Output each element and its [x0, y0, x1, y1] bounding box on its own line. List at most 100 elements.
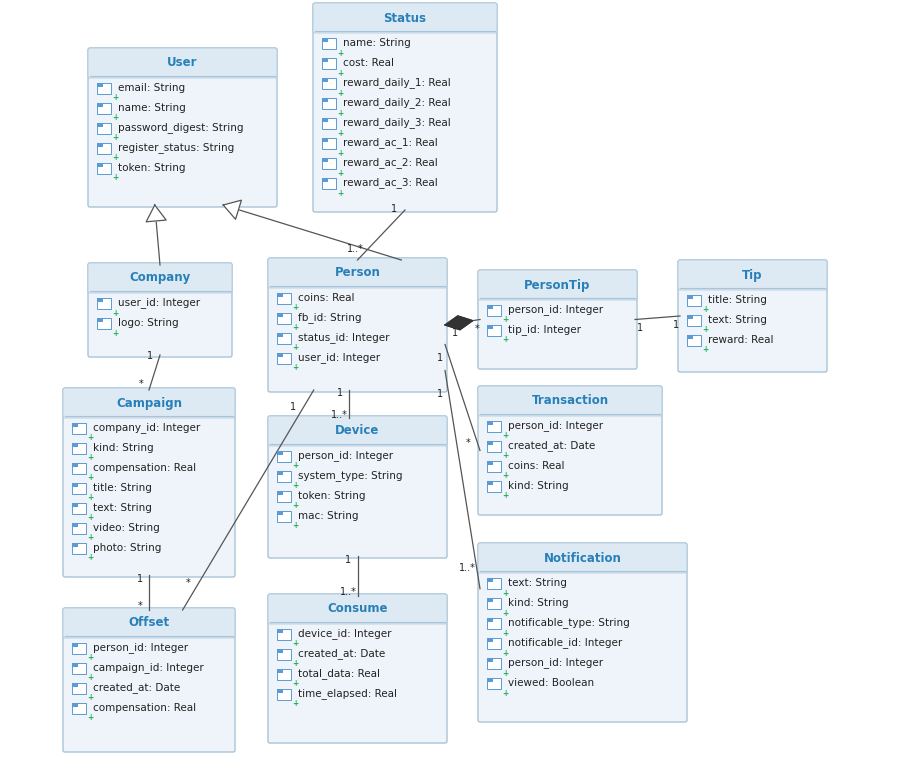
- Text: compensation: Real: compensation: Real: [93, 703, 196, 713]
- Bar: [72, 443, 78, 447]
- FancyBboxPatch shape: [88, 263, 232, 293]
- Text: +: +: [87, 454, 94, 463]
- Text: fb_id: String: fb_id: String: [298, 313, 362, 323]
- Text: logo: String: logo: String: [118, 318, 178, 328]
- Bar: [97, 82, 111, 93]
- Text: +: +: [87, 474, 94, 483]
- Bar: [487, 304, 501, 316]
- Bar: [487, 658, 501, 668]
- Bar: [322, 78, 328, 82]
- Text: +: +: [87, 694, 94, 702]
- Bar: [277, 293, 284, 297]
- Bar: [277, 668, 284, 674]
- Bar: [322, 138, 336, 149]
- FancyBboxPatch shape: [268, 416, 447, 558]
- Text: +: +: [292, 640, 298, 648]
- Text: +: +: [292, 303, 298, 313]
- Text: +: +: [337, 89, 343, 98]
- Text: 1..*: 1..*: [340, 587, 357, 597]
- Text: reward: Real: reward: Real: [708, 335, 773, 345]
- FancyBboxPatch shape: [478, 386, 662, 515]
- Text: +: +: [112, 113, 118, 122]
- Bar: [277, 688, 291, 699]
- Text: email: String: email: String: [118, 83, 185, 93]
- Bar: [277, 313, 291, 323]
- Text: Status: Status: [383, 12, 427, 25]
- Text: +: +: [87, 554, 94, 563]
- Text: +: +: [292, 343, 298, 353]
- Bar: [487, 598, 493, 602]
- Bar: [487, 638, 501, 648]
- Text: tip_id: Integer: tip_id: Integer: [508, 324, 581, 336]
- Bar: [97, 122, 111, 133]
- Bar: [322, 98, 328, 102]
- Text: +: +: [337, 109, 343, 118]
- Bar: [487, 440, 501, 451]
- Text: viewed: Boolean: viewed: Boolean: [508, 678, 594, 688]
- Bar: [322, 158, 328, 162]
- Bar: [277, 293, 291, 303]
- Bar: [322, 178, 336, 189]
- FancyBboxPatch shape: [478, 543, 687, 573]
- Bar: [487, 578, 501, 588]
- Bar: [487, 304, 493, 310]
- Text: reward_ac_1: Real: reward_ac_1: Real: [343, 138, 437, 149]
- Text: PersonTip: PersonTip: [525, 279, 590, 292]
- Text: +: +: [337, 189, 343, 197]
- Bar: [97, 102, 111, 113]
- Text: *: *: [140, 379, 144, 389]
- Bar: [277, 333, 291, 343]
- Bar: [277, 628, 284, 634]
- Bar: [322, 118, 328, 122]
- Bar: [72, 463, 86, 474]
- Polygon shape: [445, 316, 473, 330]
- Bar: [487, 658, 493, 662]
- Bar: [687, 314, 693, 320]
- Text: title: String: title: String: [708, 295, 767, 305]
- Text: text: String: text: String: [508, 578, 567, 588]
- Bar: [687, 314, 701, 326]
- Bar: [72, 702, 86, 714]
- Text: +: +: [292, 679, 298, 688]
- Text: system_type: String: system_type: String: [298, 470, 402, 481]
- Text: notificable_type: String: notificable_type: String: [508, 618, 630, 628]
- Bar: [72, 423, 78, 427]
- Text: +: +: [112, 329, 118, 337]
- Text: reward_ac_2: Real: reward_ac_2: Real: [343, 158, 437, 169]
- Text: notificable_id: Integer: notificable_id: Integer: [508, 638, 622, 648]
- Bar: [487, 440, 493, 446]
- Bar: [97, 142, 104, 147]
- Text: +: +: [502, 491, 508, 500]
- Text: created_at: Date: created_at: Date: [508, 440, 595, 451]
- Text: +: +: [87, 494, 94, 503]
- Bar: [72, 662, 78, 668]
- Bar: [487, 324, 501, 336]
- Bar: [277, 511, 284, 515]
- Text: photo: String: photo: String: [93, 543, 161, 553]
- Bar: [322, 138, 328, 142]
- Bar: [277, 490, 284, 495]
- Bar: [97, 82, 104, 88]
- Bar: [487, 618, 501, 628]
- Text: person_id: Integer: person_id: Integer: [298, 450, 393, 461]
- Text: +: +: [502, 668, 508, 678]
- Text: title: String: title: String: [93, 483, 152, 493]
- Text: password_digest: String: password_digest: String: [118, 122, 244, 133]
- Bar: [72, 702, 78, 708]
- Text: +: +: [502, 608, 508, 618]
- Text: User: User: [167, 56, 198, 69]
- FancyBboxPatch shape: [63, 608, 235, 638]
- Text: +: +: [112, 173, 118, 182]
- Text: video: String: video: String: [93, 523, 160, 533]
- Text: kind: String: kind: String: [508, 598, 569, 608]
- Text: created_at: Date: created_at: Date: [93, 682, 180, 694]
- Bar: [97, 297, 104, 303]
- Text: +: +: [502, 628, 508, 638]
- Text: +: +: [292, 501, 298, 511]
- Text: +: +: [112, 93, 118, 102]
- Text: +: +: [292, 521, 298, 531]
- Bar: [322, 118, 336, 129]
- FancyBboxPatch shape: [313, 3, 497, 212]
- Text: +: +: [502, 688, 508, 698]
- Bar: [72, 682, 78, 688]
